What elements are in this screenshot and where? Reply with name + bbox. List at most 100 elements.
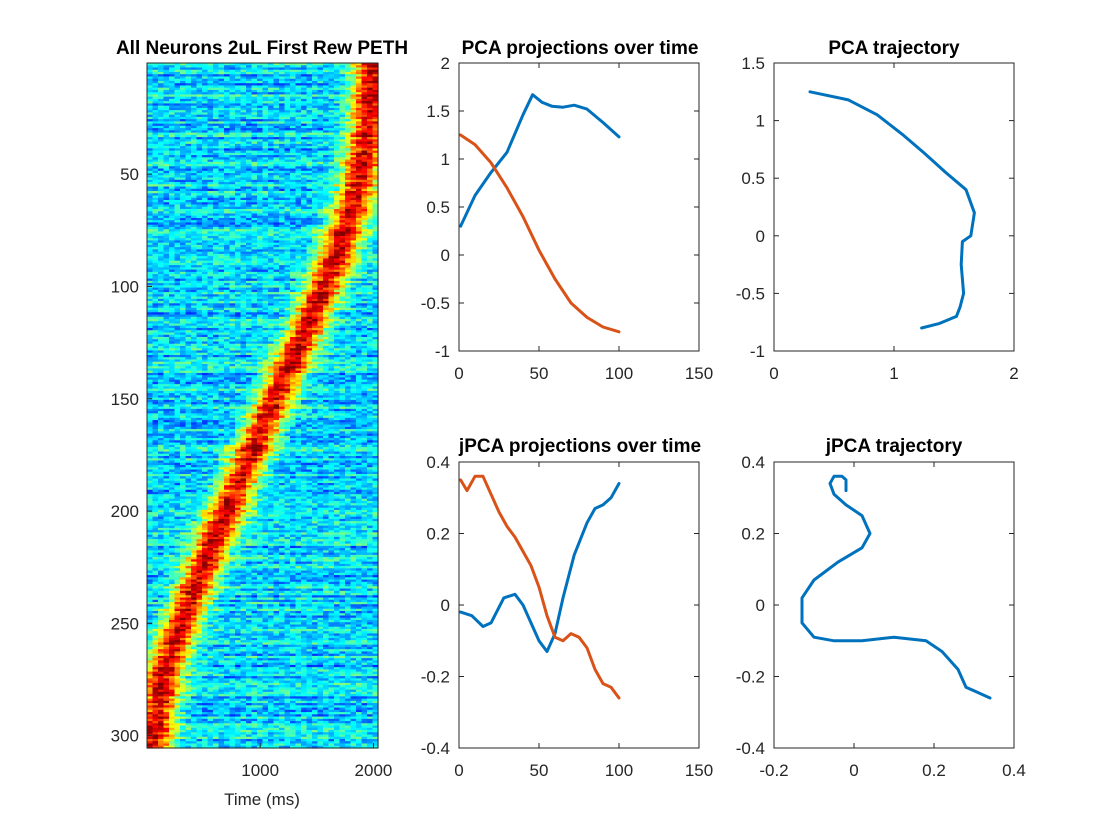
heatmap-cell (345, 289, 352, 293)
heatmap-cell (290, 233, 297, 237)
heatmap-cell (169, 175, 176, 179)
heatmap-cell (229, 78, 236, 82)
heatmap-cell (191, 265, 198, 268)
heatmap-cell (295, 195, 302, 199)
heatmap-cell (174, 89, 181, 93)
heatmap-cell (158, 193, 165, 197)
heatmap-cell (345, 143, 352, 147)
heatmap-cell (367, 130, 374, 134)
heatmap-cell (163, 139, 170, 143)
heatmap-cell (180, 155, 187, 158)
heatmap-cell (224, 146, 231, 149)
heatmap-cell (334, 249, 341, 253)
heatmap-cell (180, 197, 187, 201)
heatmap-cell (180, 238, 187, 242)
heatmap-cell (301, 271, 308, 275)
heatmap-cell (196, 233, 203, 237)
heatmap-cell (334, 231, 341, 235)
heatmap-cell (229, 173, 236, 176)
heatmap-cell (312, 63, 319, 66)
heatmap-cell (290, 269, 297, 273)
heatmap-cell (361, 278, 368, 282)
heatmap-cell (185, 85, 192, 89)
heatmap-cell (169, 188, 176, 192)
heatmap-cell (350, 197, 357, 201)
heatmap-cell (158, 119, 165, 122)
heatmap-cell (257, 301, 264, 304)
heatmap-cell (273, 258, 280, 262)
heatmap-cell (158, 83, 165, 87)
heatmap-cell (350, 110, 357, 114)
heatmap-cell (229, 323, 236, 327)
heatmap-cell (180, 161, 187, 165)
heatmap-cell (240, 296, 247, 300)
heatmap-cell (191, 188, 198, 192)
heatmap-cell (262, 265, 269, 268)
heatmap-cell (185, 173, 192, 176)
heatmap-cell (356, 215, 363, 219)
heatmap-cell (218, 280, 225, 284)
heatmap-cell (207, 204, 214, 208)
heatmap-cell (345, 278, 352, 282)
heatmap-cell (268, 107, 275, 111)
heatmap-cell (295, 301, 302, 304)
heatmap-cell (361, 98, 368, 102)
heatmap-cell (196, 303, 203, 307)
heatmap-cell (268, 271, 275, 275)
heatmap-cell (246, 96, 253, 100)
heatmap-cell (273, 119, 280, 122)
heatmap-cell (246, 260, 253, 264)
heatmap-cell (257, 114, 264, 118)
heatmap-cell (317, 132, 324, 136)
heatmap-cell (295, 69, 302, 73)
heatmap-cell (361, 80, 368, 84)
heatmap-cell (328, 175, 335, 179)
heatmap-cell (306, 294, 313, 298)
heatmap-cell (279, 96, 286, 100)
heatmap-cell (372, 63, 379, 66)
heatmap-cell (323, 231, 330, 235)
heatmap-cell (262, 134, 269, 138)
heatmap-cell (339, 328, 346, 331)
heatmap-cell (328, 173, 335, 176)
heatmap-cell (317, 89, 324, 93)
heatmap-cell (224, 265, 231, 268)
heatmap-cell (323, 305, 330, 309)
heatmap-cell (328, 269, 335, 273)
heatmap-cell (301, 134, 308, 138)
heatmap-cell (361, 323, 368, 327)
heatmap-cell (218, 114, 225, 118)
heatmap-cell (147, 137, 154, 140)
heatmap-cell (268, 321, 275, 325)
heatmap-cell (361, 280, 368, 284)
heatmap-cell (158, 289, 165, 293)
heatmap-cell (361, 63, 368, 66)
heatmap-cell (224, 166, 231, 170)
heatmap-cell (257, 188, 264, 192)
heatmap-cell (224, 251, 231, 255)
heatmap-cell (235, 141, 242, 145)
heatmap-cell (185, 328, 192, 331)
heatmap-cell (229, 98, 236, 102)
heatmap-cell (185, 269, 192, 273)
heatmap-cell (158, 200, 165, 203)
heatmap-cell (295, 193, 302, 197)
heatmap-cell (174, 148, 181, 152)
heatmap-cell (174, 146, 181, 149)
heatmap-cell (235, 107, 242, 111)
heatmap-cell (306, 182, 313, 185)
heatmap-cell (257, 139, 264, 143)
heatmap-cell (279, 110, 286, 114)
heatmap-cell (301, 184, 308, 188)
heatmap-cell (306, 224, 313, 228)
heatmap-cell (152, 247, 159, 251)
heatmap-cell (262, 283, 269, 286)
heatmap-cell (257, 83, 264, 87)
heatmap-cell (361, 298, 368, 302)
heatmap-cell (350, 179, 357, 183)
heatmap-cell (312, 170, 319, 174)
heatmap-cell (284, 107, 291, 111)
heatmap-cell (306, 312, 313, 316)
heatmap-cell (268, 170, 275, 174)
heatmap-cell (180, 191, 187, 194)
